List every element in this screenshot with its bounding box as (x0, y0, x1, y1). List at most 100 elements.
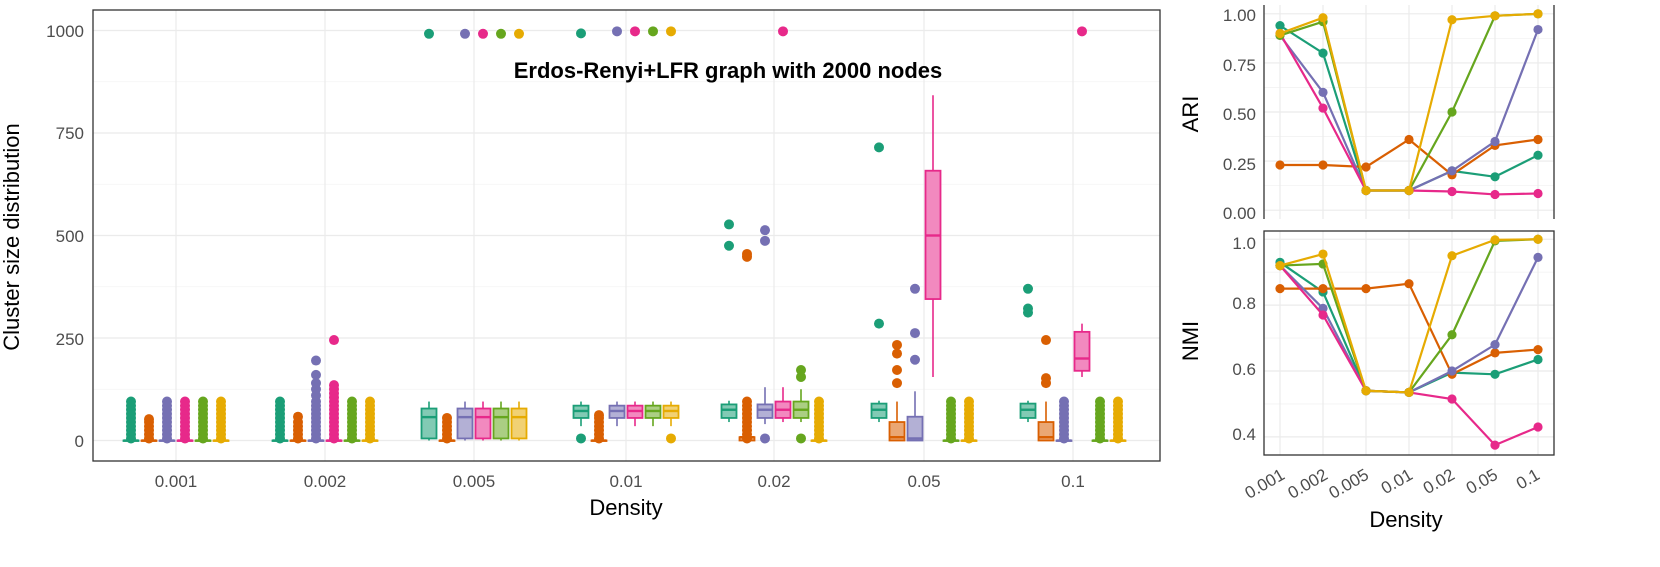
outlier-point (892, 348, 902, 359)
outlier-point (1059, 396, 1069, 407)
box-purple (158, 396, 176, 444)
data-point (1447, 166, 1457, 176)
outlier-point (311, 378, 321, 389)
x-tick-label: 0.005 (1326, 465, 1372, 503)
data-point (1275, 260, 1285, 271)
ari-chart: 0.00 0.25 0.50 0.75 1.00 ARI (1178, 5, 1555, 223)
x-tick-label: 0.002 (304, 472, 347, 491)
outlier-point (1023, 303, 1033, 314)
data-point (1275, 28, 1285, 39)
outlier-point (760, 433, 770, 444)
x-tick-label: 0.01 (1378, 465, 1416, 498)
box-purple (756, 225, 774, 444)
data-point (1490, 172, 1500, 182)
data-point (1490, 440, 1500, 450)
outlier-point (666, 26, 676, 37)
data-point (1404, 185, 1414, 196)
data-point (1490, 340, 1500, 350)
data-point (1361, 185, 1371, 196)
outlier-point (796, 364, 806, 375)
data-point (1361, 284, 1371, 294)
outlier-point (796, 433, 806, 444)
data-point (1533, 188, 1543, 199)
box-orange (888, 339, 906, 442)
data-point (1275, 21, 1285, 31)
data-point (1447, 251, 1457, 261)
data-point (1490, 189, 1500, 200)
box-purple (608, 26, 626, 427)
outlier-point (275, 396, 285, 407)
data-point (1361, 162, 1371, 172)
outlier-point (892, 378, 902, 389)
box-orange (1037, 335, 1055, 442)
box-teal (572, 28, 590, 444)
y-tick-label: 0.8 (1232, 294, 1256, 313)
outlier-point (910, 328, 920, 339)
data-point (1490, 235, 1500, 245)
outlier-point (424, 28, 434, 39)
outlier-point (666, 433, 676, 444)
box-teal (1019, 283, 1037, 423)
data-point (1447, 366, 1457, 376)
ari-marks (1275, 9, 1543, 200)
box-pink (924, 95, 942, 377)
ari-y-axis-title: ARI (1178, 96, 1203, 133)
data-point (1533, 9, 1543, 19)
outlier-point (442, 412, 452, 423)
nmi-x-axis: 0.001 0.002 0.005 0.01 0.02 0.05 0.1 (1242, 465, 1543, 503)
data-point (1318, 48, 1328, 58)
outlier-point (329, 380, 339, 391)
outlier-point (162, 396, 172, 407)
data-point (1318, 249, 1328, 259)
nmi-chart: 0.4 0.6 0.8 1.0 0.001 0.002 0.005 0.01 0… (1178, 230, 1555, 532)
outlier-point (892, 364, 902, 375)
data-point (1533, 134, 1543, 145)
box-body (1073, 330, 1091, 372)
data-point (1447, 107, 1457, 117)
nmi-y-axis-title: NMI (1178, 321, 1203, 361)
box-pink (325, 335, 343, 444)
data-point (1404, 279, 1414, 289)
box-teal (720, 219, 738, 423)
x-tick-label: 0.02 (1420, 465, 1458, 498)
box-body (510, 407, 528, 440)
outlier-point (892, 339, 902, 350)
chart-title: Erdos-Renyi+LFR graph with 2000 nodes (514, 58, 942, 83)
y-tick-label: 0.4 (1232, 425, 1256, 444)
box-orange (438, 412, 456, 444)
box-teal (420, 28, 438, 441)
box-gold (1109, 396, 1127, 444)
outlier-point (198, 396, 208, 407)
box-purple (456, 28, 474, 441)
outlier-point (1095, 396, 1105, 407)
data-point (1318, 284, 1328, 294)
outlier-point (180, 396, 190, 407)
outlier-point (724, 219, 734, 230)
series-gold (1275, 9, 1543, 196)
box-purple (307, 355, 325, 444)
outlier-point (1077, 26, 1087, 37)
box-gold (960, 396, 978, 444)
data-point (1490, 369, 1500, 379)
box-body (1037, 421, 1055, 442)
box-pink (474, 28, 492, 441)
outlier-point (478, 28, 488, 39)
box-teal (870, 142, 888, 423)
outlier-point (576, 433, 586, 444)
data-point (1447, 394, 1457, 404)
data-point (1318, 13, 1328, 23)
box-body (906, 415, 924, 442)
y-tick-label: 1.0 (1232, 234, 1256, 253)
box-green (1091, 396, 1109, 444)
data-point (1404, 387, 1414, 398)
outlier-point (910, 354, 920, 365)
outlier-point (293, 411, 303, 422)
outlier-point (612, 26, 622, 37)
outlier-point (460, 28, 470, 39)
y-tick-label: 1000 (46, 22, 84, 41)
outlier-point (311, 369, 321, 380)
y-tick-label: 250 (56, 330, 84, 349)
outlier-point (365, 396, 375, 407)
box-body (756, 403, 774, 419)
x-tick-label: 0.001 (155, 472, 198, 491)
